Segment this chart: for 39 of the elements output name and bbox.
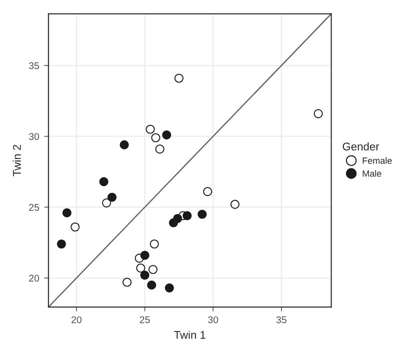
point (151, 133, 160, 142)
point (164, 283, 174, 292)
point (70, 222, 80, 232)
y-tick-label: 25 (29, 204, 40, 211)
point (140, 250, 150, 260)
y-tick-label: 30 (29, 133, 40, 140)
x-tick-label: 20 (72, 316, 82, 324)
point (62, 208, 72, 218)
x-tick-label: 25 (140, 316, 150, 324)
point (198, 210, 207, 219)
point (99, 177, 108, 186)
point (182, 211, 192, 220)
point (173, 214, 182, 224)
point (122, 278, 132, 287)
legend-title: Gender (342, 142, 380, 150)
x-tick-label: 30 (208, 316, 218, 324)
legend-label: Male (362, 170, 382, 177)
point (203, 187, 212, 196)
point (102, 198, 112, 208)
point (56, 239, 66, 249)
point (148, 264, 158, 274)
point (155, 144, 164, 154)
y-tick-label: 35 (29, 62, 40, 70)
point (120, 140, 129, 150)
point (140, 270, 150, 280)
x-axis-title: Twin 1 (174, 330, 206, 339)
point (314, 109, 323, 118)
legend-label: Female (362, 157, 392, 164)
point (150, 239, 159, 249)
point (107, 192, 117, 202)
point (162, 130, 172, 140)
point (230, 200, 240, 209)
y-axis-title: Twin 2 (12, 144, 21, 176)
point (136, 264, 146, 273)
point (174, 74, 184, 83)
point (146, 124, 155, 134)
point (147, 280, 156, 290)
x-tick-label: 35 (276, 316, 286, 324)
y-tick-label: 20 (29, 274, 40, 282)
